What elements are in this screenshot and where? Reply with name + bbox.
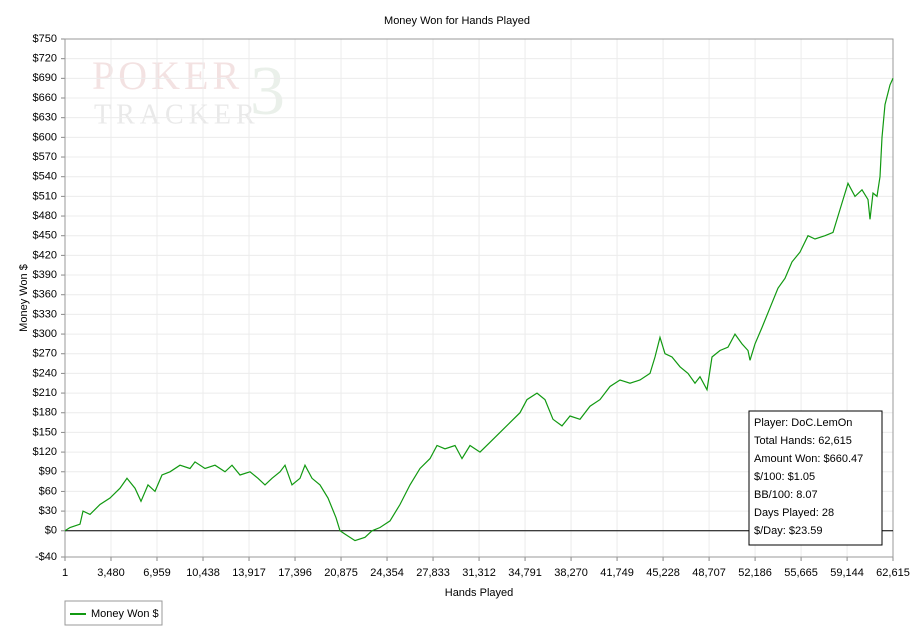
y-axis-label: Money Won $ bbox=[18, 264, 30, 332]
x-tick-label: 59,144 bbox=[830, 567, 864, 579]
x-tick-label: 41,749 bbox=[600, 567, 634, 579]
y-tick-label: $630 bbox=[33, 112, 57, 124]
y-tick-label: $720 bbox=[33, 53, 57, 65]
y-tick-label: $90 bbox=[39, 466, 57, 478]
x-tick-label: 62,615 bbox=[876, 567, 910, 579]
stats-line: $/Day: $23.59 bbox=[754, 525, 823, 537]
y-tick-label: $600 bbox=[33, 131, 57, 143]
y-tick-label: -$40 bbox=[35, 551, 57, 563]
plot-border bbox=[64, 38, 894, 558]
stats-line: Total Hands: 62,615 bbox=[754, 435, 852, 447]
y-tick-label: $420 bbox=[33, 249, 57, 261]
y-tick-label: $360 bbox=[33, 289, 57, 301]
x-tick-label: 24,354 bbox=[370, 567, 404, 579]
watermark: POKER TRACKER 3 bbox=[92, 53, 285, 130]
x-axis-label: Hands Played bbox=[445, 587, 514, 599]
stats-line: Player: DoC.LemOn bbox=[754, 417, 852, 429]
stats-line: Amount Won: $660.47 bbox=[754, 453, 863, 465]
stats-line: Days Played: 28 bbox=[754, 507, 834, 519]
y-tick-label: $450 bbox=[33, 230, 57, 242]
series-line bbox=[64, 78, 894, 542]
y-tick-label: $480 bbox=[33, 210, 57, 222]
watermark-text: POKER bbox=[92, 53, 243, 98]
x-tick-label: 17,396 bbox=[278, 567, 312, 579]
x-tick-label: 38,270 bbox=[554, 567, 588, 579]
watermark-text: TRACKER bbox=[94, 99, 260, 130]
x-tick-label: 45,228 bbox=[646, 567, 680, 579]
y-tick-label: $330 bbox=[33, 308, 57, 320]
y-tick-label: $390 bbox=[33, 269, 57, 281]
x-tick-label: 34,791 bbox=[508, 567, 542, 579]
x-tick-label: 48,707 bbox=[692, 567, 726, 579]
y-tick-label: $60 bbox=[39, 485, 57, 497]
y-tick-label: $270 bbox=[33, 348, 57, 360]
y-tick-label: $240 bbox=[33, 367, 57, 379]
x-tick-label: 20,875 bbox=[324, 567, 358, 579]
x-tick-label: 1 bbox=[62, 567, 68, 579]
stats-box bbox=[748, 410, 883, 546]
y-tick-label: $150 bbox=[33, 426, 57, 438]
y-tick-label: $120 bbox=[33, 446, 57, 458]
legend-label: Money Won $ bbox=[91, 608, 159, 620]
stats-line: $/100: $1.05 bbox=[754, 471, 815, 483]
y-tick-label: $690 bbox=[33, 72, 57, 84]
x-tick-label: 55,665 bbox=[784, 567, 818, 579]
stats-line: BB/100: 8.07 bbox=[754, 489, 818, 501]
y-tick-label: $0 bbox=[45, 525, 57, 537]
x-tick-label: 13,917 bbox=[232, 567, 266, 579]
chart-title: Money Won for Hands Played bbox=[384, 15, 530, 27]
y-tick-label: $180 bbox=[33, 407, 57, 419]
x-tick-label: 27,833 bbox=[416, 567, 450, 579]
y-tick-label: $570 bbox=[33, 151, 57, 163]
y-tick-label: $660 bbox=[33, 92, 57, 104]
x-tick-label: 31,312 bbox=[462, 567, 496, 579]
y-tick-label: $510 bbox=[33, 190, 57, 202]
x-tick-label: 6,959 bbox=[143, 567, 171, 579]
x-tick-label: 10,438 bbox=[186, 567, 220, 579]
x-tick-label: 52,186 bbox=[738, 567, 772, 579]
x-tick-label: 3,480 bbox=[97, 567, 125, 579]
y-tick-label: $750 bbox=[33, 33, 57, 45]
watermark-text: 3 bbox=[250, 53, 285, 130]
y-tick-label: $30 bbox=[39, 505, 57, 517]
y-tick-label: $210 bbox=[33, 387, 57, 399]
y-tick-label: $540 bbox=[33, 171, 57, 183]
y-tick-label: $300 bbox=[33, 328, 57, 340]
